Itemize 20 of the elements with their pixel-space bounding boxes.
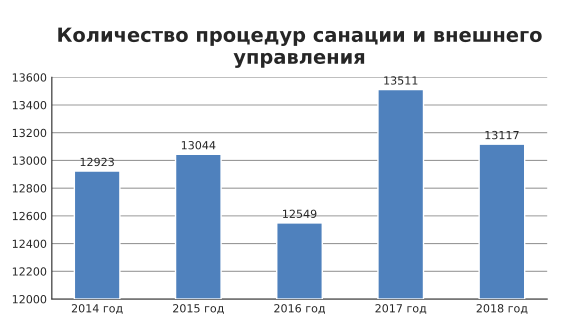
y-tick-label: 12200 (12, 267, 46, 276)
y-tick-label: 12800 (12, 184, 46, 193)
y-tick-label: 13400 (12, 100, 46, 110)
x-tick-label: 2018 год (476, 304, 528, 314)
data-label: 13044 (182, 141, 216, 150)
y-tick-label: 12600 (12, 212, 46, 220)
x-tick-label: 2016 год (274, 304, 326, 314)
data-label: 12923 (80, 158, 114, 166)
y-tick-label: 13000 (12, 156, 46, 165)
y-tick-label: 13200 (12, 128, 46, 138)
x-tick-label: 2017 год (375, 304, 426, 314)
data-label: 12549 (283, 210, 316, 218)
y-tick-label: 12400 (12, 240, 46, 248)
y-tick-label: 13600 (12, 73, 46, 82)
x-tick-label: 2014 год (72, 304, 123, 314)
y-tick-label: 12000 (12, 295, 46, 304)
x-tick-label: 2015 год (173, 304, 224, 314)
data-label: 13117 (485, 130, 519, 140)
data-label: 13511 (384, 76, 418, 85)
chart-title: Количество процедур санации и внешнего управления (58, 28, 542, 68)
